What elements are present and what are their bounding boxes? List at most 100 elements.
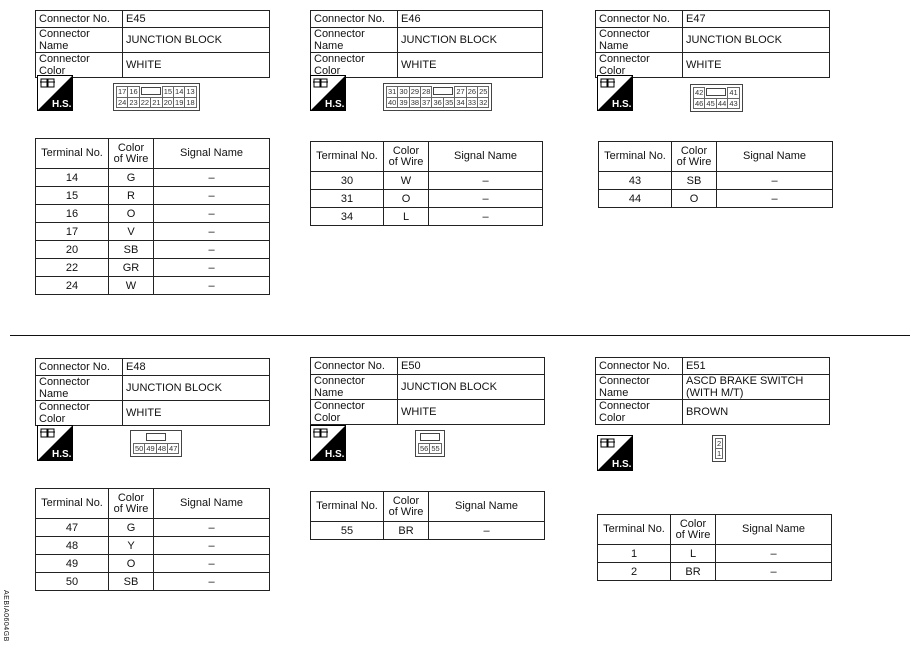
header-terminal-no: Terminal No. — [598, 141, 672, 172]
terminal-cavity: 41 — [727, 87, 740, 99]
terminal-table-e46: Terminal No. Color of Wire Signal Name 30 W –… — [310, 141, 543, 226]
terminal-table-header: Terminal No. Color of Wire Signal Name — [597, 514, 832, 545]
info-row: Connector No. E48 — [35, 358, 270, 376]
table-row: 20 SB – — [35, 240, 270, 259]
header-color-of-wire: Color of Wire — [671, 141, 717, 172]
info-row: Connector No. E45 — [35, 10, 270, 28]
terminal-no: 44 — [598, 189, 672, 208]
info-label: Connector Color — [35, 400, 123, 426]
wire-color: SB — [108, 240, 154, 259]
info-row: Connector Name JUNCTION BLOCK — [310, 27, 543, 53]
signal-name: – — [153, 258, 270, 277]
signal-name: – — [153, 536, 270, 555]
table-row: 43 SB – — [598, 171, 833, 190]
info-value-name: JUNCTION BLOCK — [397, 27, 543, 53]
table-row: 50 SB – — [35, 572, 270, 591]
info-row: Connector Name JUNCTION BLOCK — [310, 374, 545, 400]
table-row: 49 O – — [35, 554, 270, 573]
terminal-table-e45: Terminal No. Color of Wire Signal Name 14 G –… — [35, 138, 270, 295]
table-row: 22 GR – — [35, 258, 270, 277]
signal-name: – — [153, 276, 270, 295]
harness-side-icon: H.S. — [310, 75, 346, 111]
terminal-no: 14 — [35, 168, 109, 187]
header-terminal-no: Terminal No. — [35, 138, 109, 169]
harness-side-icon: H.S. — [37, 75, 73, 111]
terminal-no: 1 — [597, 544, 671, 563]
svg-text:H.S.: H.S. — [52, 449, 72, 460]
info-label: Connector Color — [595, 52, 683, 78]
connector-info-table-e45: Connector No. E45 Connector Name JUNCTION B… — [35, 10, 270, 78]
connector-face-diagram: 42 41 46 45 44 43 — [690, 84, 743, 112]
info-label: Connector No. — [35, 358, 123, 376]
connector-lock-slot — [139, 86, 162, 98]
info-value-name: JUNCTION BLOCK — [122, 375, 270, 401]
connector-info-table-e50: Connector No. E50 Connector Name JUNCTION B… — [310, 357, 545, 425]
info-value-name: JUNCTION BLOCK — [682, 27, 830, 53]
terminal-cavity: 23 — [127, 96, 140, 108]
signal-name: – — [153, 518, 270, 537]
signal-name: – — [428, 189, 543, 208]
info-label: Connector Name — [35, 27, 123, 53]
signal-name: – — [716, 189, 833, 208]
svg-text:H.S.: H.S. — [52, 99, 72, 110]
info-row: Connector No. E50 — [310, 357, 545, 375]
header-color-of-wire: Color of Wire — [670, 514, 716, 545]
terminal-no: 49 — [35, 554, 109, 573]
wire-color: SB — [671, 171, 717, 190]
wire-color: V — [108, 222, 154, 241]
info-value-color: WHITE — [682, 52, 830, 78]
terminal-table-e47: Terminal No. Color of Wire Signal Name 43 SB… — [598, 141, 833, 208]
connector-face-diagram: 56 55 — [415, 430, 445, 457]
info-row: Connector Color BROWN — [595, 399, 830, 425]
info-row: Connector No. E46 — [310, 10, 543, 28]
info-label: Connector Name — [310, 374, 398, 400]
terminal-cavity: 33 — [465, 96, 479, 108]
info-label: Connector Name — [35, 375, 123, 401]
terminal-cavity: 36 — [431, 96, 444, 108]
info-value-no: E51 — [682, 357, 830, 375]
wire-color: G — [108, 168, 154, 187]
header-terminal-no: Terminal No. — [310, 141, 384, 172]
connector-face-diagram: 31 30 29 28 27 26 25 40 39 38 37 36 35 34 33 32 — [383, 83, 493, 111]
wire-color: O — [383, 189, 429, 208]
header-color-of-wire: Color of Wire — [383, 491, 429, 522]
terminal-cavity: 30 — [397, 86, 410, 98]
terminal-cavity: 13 — [184, 86, 197, 98]
info-value-no: E47 — [682, 10, 830, 28]
wire-color: W — [108, 276, 154, 295]
info-row: Connector Color WHITE — [595, 52, 830, 78]
signal-name: – — [153, 554, 270, 573]
wire-color: R — [108, 186, 154, 205]
terminal-cavity: 39 — [397, 96, 410, 108]
terminal-cavity: 16 — [127, 86, 140, 98]
signal-name: – — [715, 544, 832, 563]
signal-name: – — [153, 572, 270, 591]
harness-side-icon: H.S. — [37, 425, 73, 461]
info-value-name: ASCD BRAKE SWITCH (WITH M/T) — [682, 374, 830, 400]
table-row: 2 BR – — [597, 562, 832, 581]
terminal-cavity: 32 — [477, 96, 490, 108]
wire-color: O — [108, 204, 154, 223]
terminal-cavity: 14 — [173, 86, 186, 98]
info-value-color: WHITE — [122, 400, 270, 426]
header-color-of-wire: Color of Wire — [108, 488, 154, 519]
terminal-table-header: Terminal No. Color of Wire Signal Name — [310, 141, 543, 172]
terminal-cavity: 25 — [477, 86, 490, 98]
wire-color: L — [383, 207, 429, 226]
terminal-cavity: 56 — [417, 443, 431, 454]
info-value-color: BROWN — [682, 399, 830, 425]
table-row: 15 R – — [35, 186, 270, 205]
terminal-cavity: 22 — [138, 96, 152, 108]
terminal-cavity: 40 — [385, 96, 399, 108]
terminal-cavity: 55 — [429, 443, 442, 454]
info-label: Connector Color — [310, 52, 398, 78]
wire-color: O — [671, 189, 717, 208]
info-label: Connector Color — [35, 52, 123, 78]
terminal-cavity: 34 — [454, 96, 467, 108]
terminal-cavity: 42 — [692, 87, 706, 99]
wire-color: GR — [108, 258, 154, 277]
terminal-cavity: 27 — [454, 86, 467, 98]
terminal-table-e48: Terminal No. Color of Wire Signal Name 47 G –… — [35, 488, 270, 591]
header-signal-name: Signal Name — [715, 514, 832, 545]
